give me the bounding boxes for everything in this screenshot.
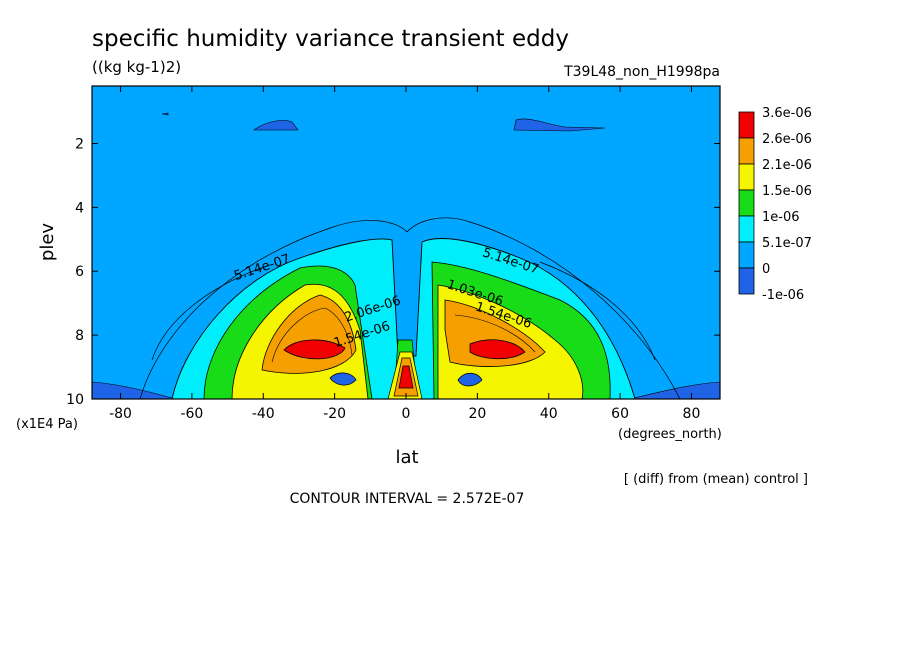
red-maximum-right — [469, 339, 526, 360]
y-axis: 2 4 6 8 10 — [66, 136, 720, 408]
x-tick-label: -20 — [323, 406, 346, 422]
x-tick-label: -60 — [180, 406, 203, 422]
y-tick-label: 6 — [75, 264, 84, 280]
colorbar-label: 2.6e-06 — [762, 132, 812, 147]
colorbar-swatch — [738, 241, 755, 269]
colorbar-label: -1e-06 — [762, 288, 804, 303]
contour-plot: 5.14e-07 5.14e-071.03e-061.54e-061.54e-06… — [92, 86, 720, 399]
contour-line-outer-left — [139, 220, 408, 399]
colorbar-label: 5.1e-07 — [762, 236, 812, 251]
colorbar-swatch — [738, 189, 755, 217]
contour-ring-right — [454, 314, 536, 353]
x-tick-label: -40 — [252, 406, 275, 422]
contour-line-mid-right — [539, 261, 656, 361]
x-tick-label: 0 — [402, 406, 411, 422]
x-tick-label: 40 — [540, 406, 558, 422]
negative-pocket-left — [329, 372, 357, 386]
x-axis-unit: (degrees_north) — [618, 427, 722, 442]
y-tick-label: 4 — [75, 200, 84, 216]
colorbar-swatch — [738, 111, 755, 139]
x-tick-label: 60 — [611, 406, 629, 422]
colorbar-swatch — [738, 267, 755, 295]
colorbar-label: 0 — [762, 262, 770, 277]
run-id: T39L48_non_H1998pa — [563, 64, 720, 80]
x-tick-label: -80 — [109, 406, 132, 422]
contour-ring-left — [271, 307, 353, 363]
negative-patch-upper-left — [253, 120, 299, 131]
chart-units: ((kg kg-1)2) — [92, 58, 181, 76]
colorbar-label: 1.5e-06 — [762, 184, 812, 199]
colorbar-swatch — [738, 137, 755, 165]
y-tick-label: 2 — [75, 136, 84, 152]
red-maximum-center — [398, 365, 414, 389]
x-tick-label: 20 — [468, 406, 486, 422]
colorbar-swatch — [738, 163, 755, 191]
colorbar-label: 1e-06 — [762, 210, 800, 225]
contour-line-mid-left — [151, 264, 271, 361]
x-axis: -80 -60 -40 -20 0 20 40 60 80 — [109, 86, 700, 422]
colorbar: 3.6e-06 2.6e-06 2.1e-06 1.5e-06 1e-06 5.1e-07… — [738, 106, 812, 303]
negative-pocket-right — [457, 372, 483, 387]
x-tick-label: 80 — [683, 406, 701, 422]
diff-note: [ (diff) from (mean) control ] — [624, 472, 808, 487]
y-tick-label: 10 — [66, 392, 84, 408]
negative-patch-upper-right — [513, 118, 606, 132]
chart-title: specific humidity variance transient edd… — [92, 26, 569, 52]
negative-patch-speck — [161, 112, 169, 116]
x-axis-label: lat — [395, 447, 418, 468]
y-axis-unit: (x1E4 Pa) — [16, 417, 78, 432]
contour-interval: CONTOUR INTERVAL = 2.572E-07 — [290, 491, 525, 507]
y-axis-label: plev — [37, 223, 58, 262]
contour-line-outer-right — [406, 217, 681, 399]
colorbar-swatch — [738, 215, 755, 243]
y-tick-label: 8 — [75, 328, 84, 344]
colorbar-label: 3.6e-06 — [762, 106, 812, 121]
red-maximum-left — [283, 339, 346, 360]
colorbar-label: 2.1e-06 — [762, 158, 812, 173]
